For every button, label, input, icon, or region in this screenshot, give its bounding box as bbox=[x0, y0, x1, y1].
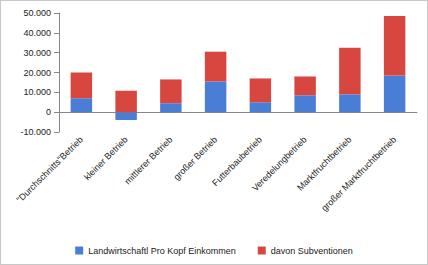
svg-text:50.000: 50.000 bbox=[23, 8, 51, 18]
svg-text:großer Marktfruchtbetrieb: großer Marktfruchtbetrieb bbox=[319, 134, 398, 213]
svg-text:20.000: 20.000 bbox=[23, 68, 51, 78]
svg-text:kleiner Betrieb: kleiner Betrieb bbox=[82, 134, 130, 182]
svg-text:0: 0 bbox=[46, 107, 51, 117]
svg-text:davon Subventionen: davon Subventionen bbox=[271, 246, 353, 256]
svg-text:30.000: 30.000 bbox=[23, 48, 51, 58]
svg-text:Futterbaubetrieb: Futterbaubetrieb bbox=[210, 134, 264, 189]
svg-text:Landwirtschaftl Pro Kopf Einko: Landwirtschaftl Pro Kopf Einkommen bbox=[88, 246, 236, 256]
svg-text:-10.000: -10.000 bbox=[20, 127, 51, 137]
svg-text:40.000: 40.000 bbox=[23, 28, 51, 38]
svg-text:"Durchschnitts"Betrieb: "Durchschnitts"Betrieb bbox=[15, 134, 85, 204]
svg-text:großer Betrieb: großer Betrieb bbox=[171, 134, 219, 182]
svg-text:10.000: 10.000 bbox=[23, 87, 51, 97]
svg-text:mittlerer Betrieb: mittlerer Betrieb bbox=[122, 134, 174, 186]
svg-text:Veredelungbetrieb: Veredelungbetrieb bbox=[250, 134, 309, 194]
